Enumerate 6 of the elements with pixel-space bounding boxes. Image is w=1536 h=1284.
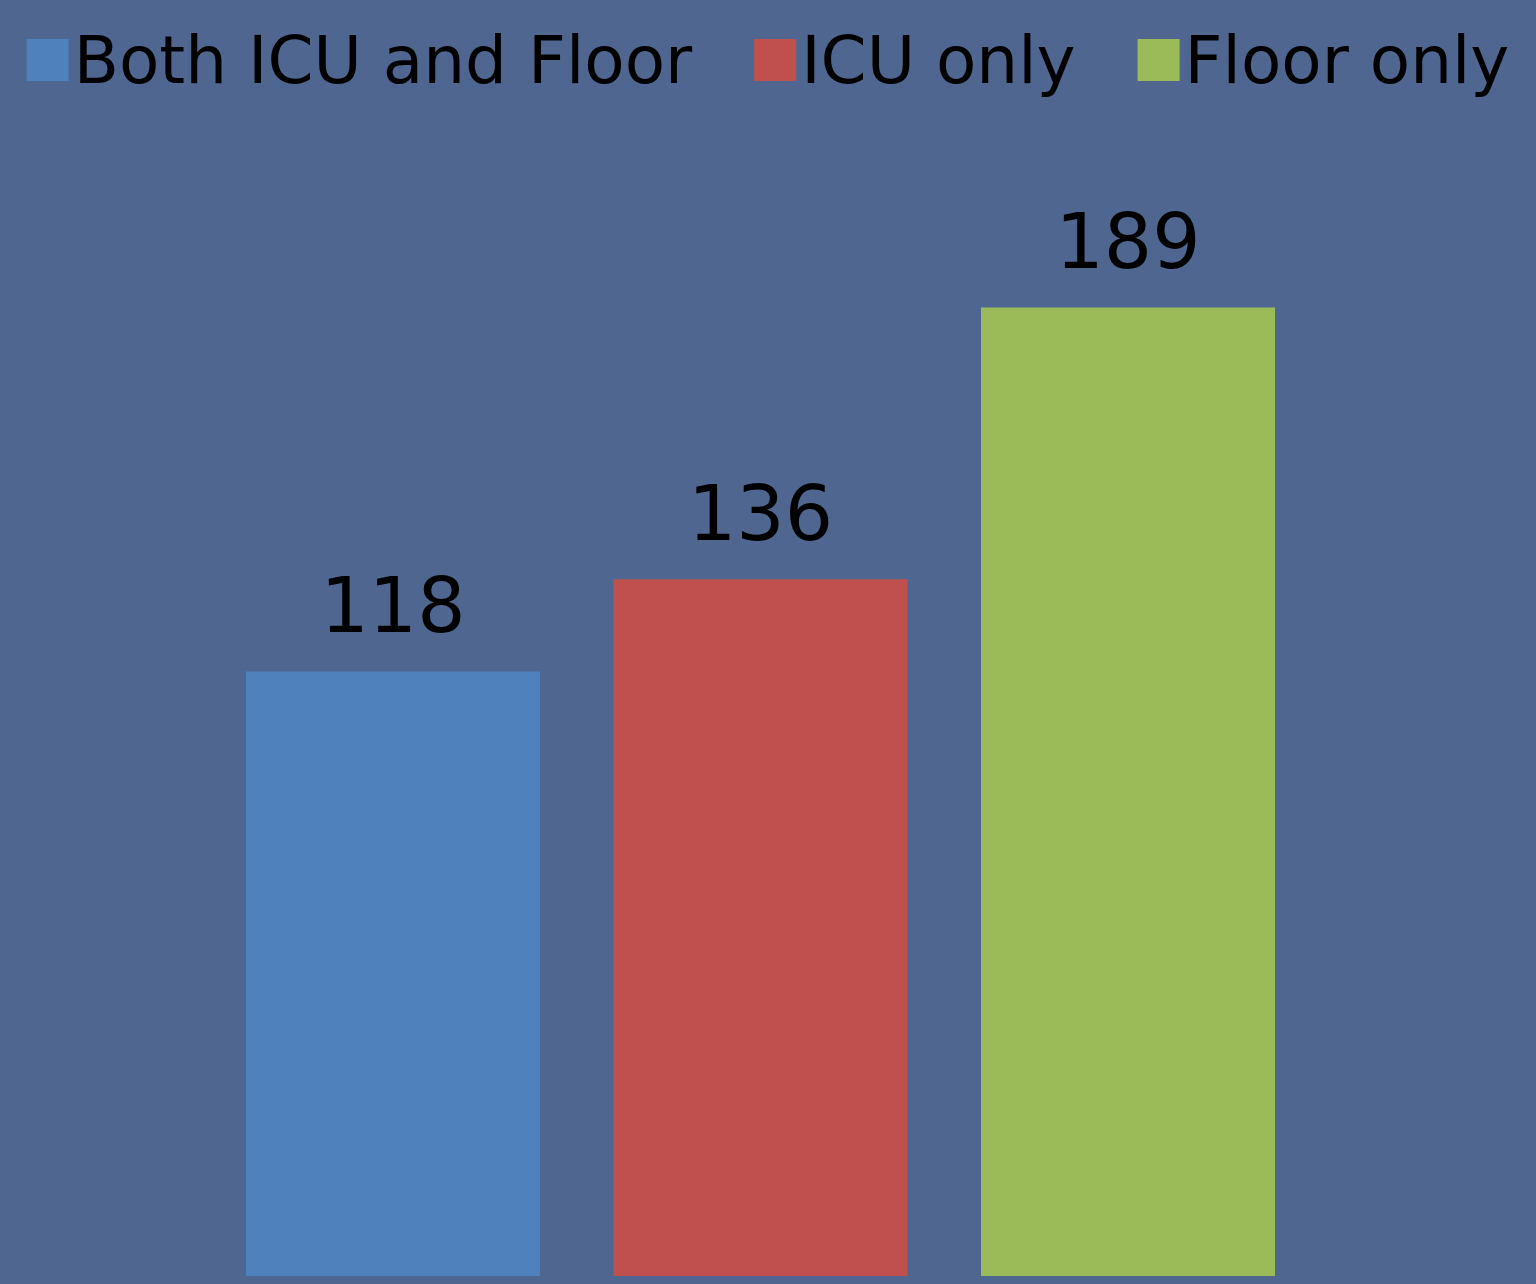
legend-label: ICU only (801, 21, 1076, 99)
legend-label: Floor only (1184, 21, 1510, 99)
data-label: 189 (1055, 197, 1201, 287)
data-label: 136 (687, 468, 834, 558)
data-label: 118 (320, 560, 466, 650)
legend-label: Both ICU and Floor (73, 21, 694, 99)
